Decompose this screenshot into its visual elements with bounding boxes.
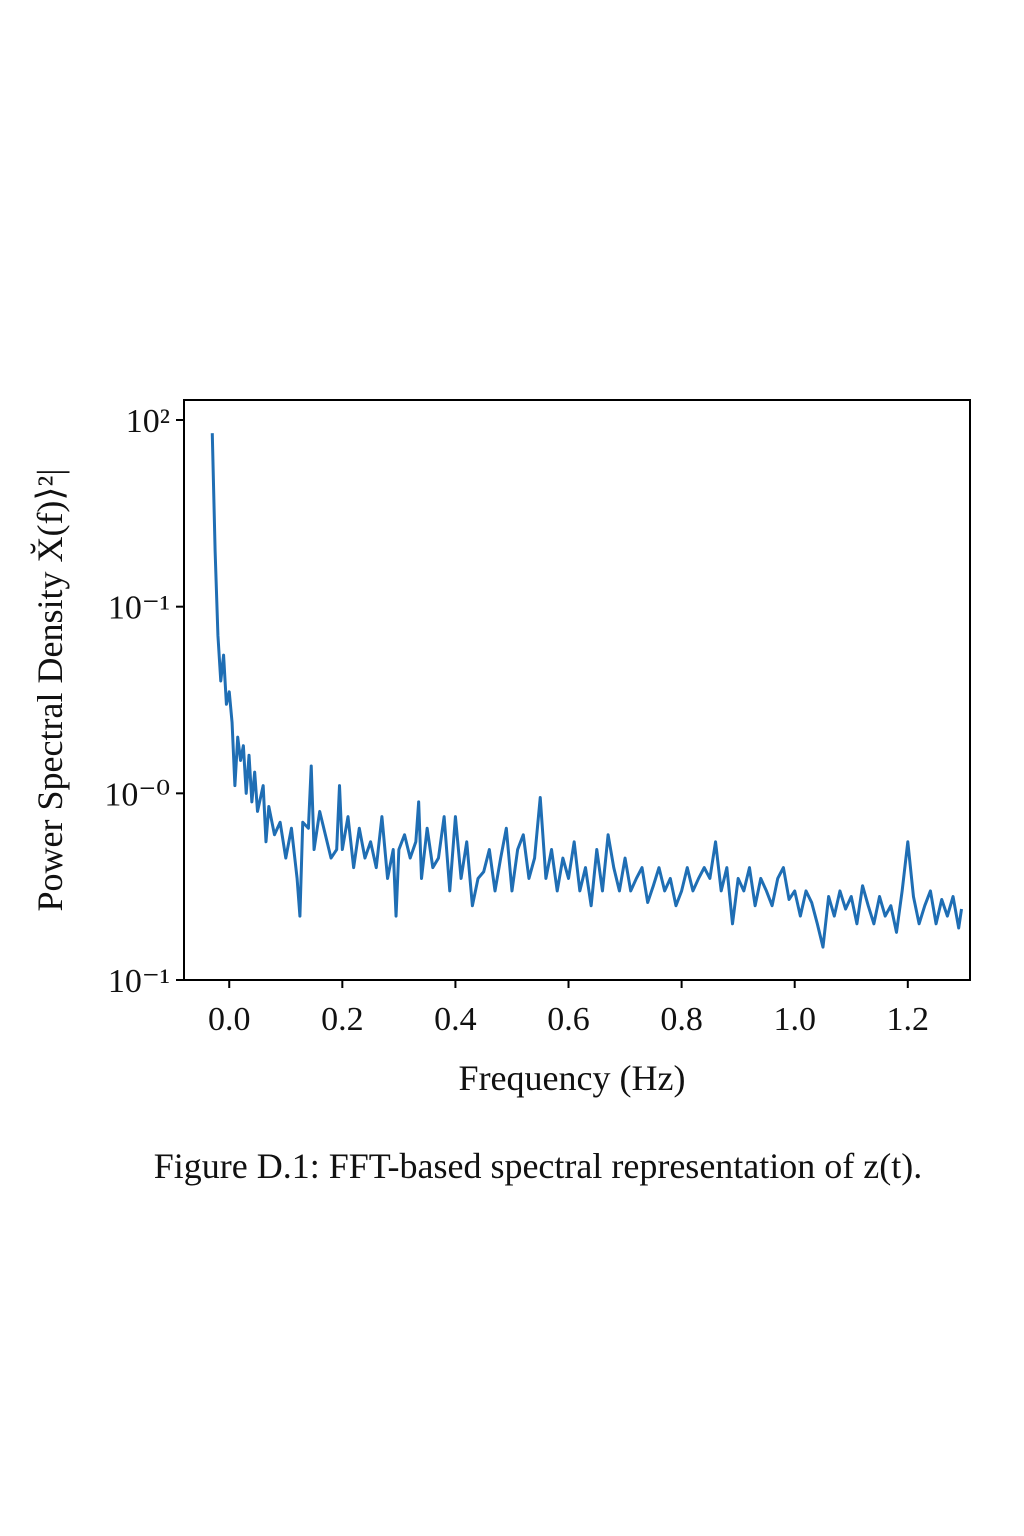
x-axis-label: Frequency (Hz) bbox=[459, 1058, 686, 1098]
x-tick-label: 0.8 bbox=[660, 1001, 703, 1038]
y-tick-label: 10⁻¹ bbox=[108, 963, 170, 1000]
x-tick-label: 1.0 bbox=[773, 1001, 816, 1038]
y-tick-label: 10² bbox=[126, 403, 170, 440]
y-tick-label: 10⁻⁰ bbox=[104, 776, 170, 813]
plot-frame bbox=[183, 399, 971, 981]
x-tick-label: 0.2 bbox=[321, 1001, 364, 1038]
y-axis-label: Power Spectral Density X̆(f)⟩²| bbox=[30, 469, 70, 912]
x-tick-label: 0.6 bbox=[547, 1001, 590, 1038]
x-tick-label: 1.2 bbox=[887, 1001, 930, 1038]
data-line bbox=[210, 433, 964, 949]
y-tick-label: 10⁻¹ bbox=[108, 590, 170, 627]
x-tick-label: 0.4 bbox=[434, 1001, 477, 1038]
caption: Figure D.1: FFT-based spectral represent… bbox=[154, 1146, 922, 1186]
x-tick-label: 0.0 bbox=[208, 1001, 251, 1038]
